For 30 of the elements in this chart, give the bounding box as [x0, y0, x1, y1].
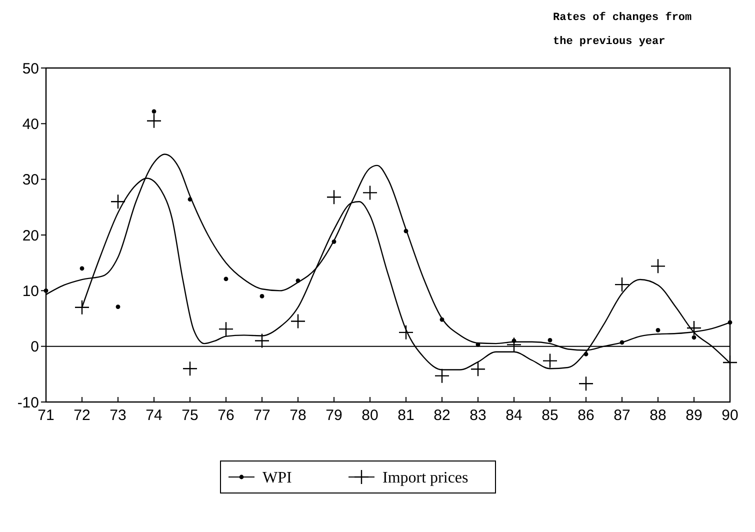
x-tick-label: 88	[650, 407, 666, 424]
x-tick-label: 76	[218, 407, 234, 424]
y-tick-label: 0	[30, 338, 39, 356]
y-tick-label: 40	[22, 116, 39, 133]
x-tick-label: 71	[38, 407, 54, 424]
x-tick-label: 75	[182, 407, 198, 424]
x-tick-label: 78	[290, 407, 306, 424]
x-tick-label: 74	[146, 407, 162, 424]
x-tick-label: 90	[722, 407, 738, 424]
x-tick-label: 83	[470, 407, 486, 424]
y-tick-label: -10	[17, 394, 39, 412]
y-tick-label: 30	[22, 172, 39, 189]
text: Rates of changes from the previous year	[553, 11, 692, 48]
x-tick-label: 80	[362, 407, 378, 424]
legend-label: WPI	[262, 470, 292, 487]
x-tick-label: 86	[578, 407, 594, 424]
y-tick-label: 20	[22, 227, 39, 244]
x-tick-label: 82	[434, 407, 450, 424]
x-tick-label: 84	[506, 407, 522, 424]
x-tick-label: 73	[110, 407, 126, 424]
x-tick-label: 89	[686, 407, 702, 424]
legend-label: Import prices	[382, 470, 468, 487]
x-tick-label: 72	[74, 407, 90, 424]
x-tick-label: 85	[542, 407, 558, 424]
x-tick-label: 77	[254, 407, 270, 424]
y-tick-label: 50	[22, 60, 39, 78]
y-tick-label: 10	[22, 282, 39, 300]
x-tick-label: 81	[398, 407, 414, 424]
x-tick-label: 79	[326, 407, 342, 424]
x-tick-label: 87	[614, 407, 630, 424]
